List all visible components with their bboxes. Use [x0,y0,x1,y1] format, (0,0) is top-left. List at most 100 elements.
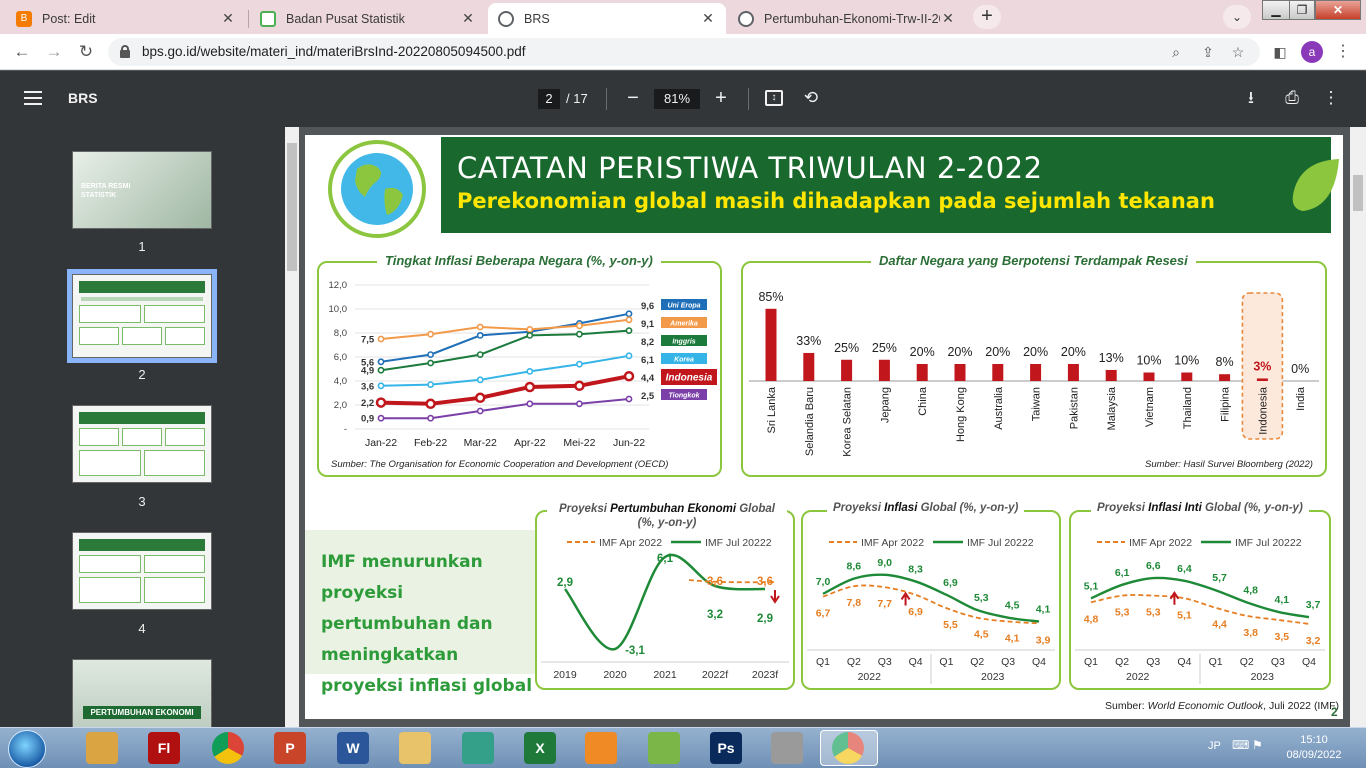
data-point [574,380,585,392]
excel-icon[interactable]: X [524,732,556,764]
active-app-highlight[interactable] [820,730,878,766]
profile-avatar[interactable]: a [1301,41,1323,63]
print-icon[interactable]: ⎙ [1285,88,1299,107]
close-icon[interactable]: ✕ [942,10,954,26]
data-label: 5,1 [1177,609,1192,621]
start-button[interactable] [8,730,46,768]
tab-brs[interactable]: BRS ✕ [488,3,726,34]
data-label: 5,5 [943,619,958,631]
keyboard-icon[interactable]: ⌨ [1232,738,1250,752]
tab-pertumbuhan[interactable]: Pertumbuhan-Ekonomi-Trw-II-20 ✕ [728,3,966,34]
thumbnail-page-1[interactable]: BERITA RESMI STATISTIK [72,151,212,229]
start-value-label: 7,5 [361,335,375,346]
data-label: 6,9 [908,606,923,618]
minimize-button[interactable]: ▁ [1262,0,1290,20]
zoom-magnifier-icon[interactable]: ⌕ [1172,44,1180,60]
filmora-icon[interactable] [462,732,494,764]
data-point [625,352,633,360]
pdf-page: CATATAN PERISTIWA TRIWULAN 2-2022 Pereko… [305,135,1343,719]
fit-page-icon[interactable]: ↕ [765,90,783,106]
flash-icon[interactable]: Fl [148,732,180,764]
chart-title: Proyeksi Inflasi Global (%, y-on-y) [827,502,1025,514]
more-icon[interactable]: ⋮ [1322,88,1340,107]
rotate-icon[interactable]: ⟲ [803,88,819,107]
clock[interactable]: 15:10 08/09/2022 [1284,733,1344,763]
inflation-projection-chart: IMF Apr 2022 IMF Jul 20222 Q1 Q2 Q3 Q4 Q1 Q2 Q3 Q… [807,537,1055,684]
settings-icon[interactable] [771,732,803,764]
data-point [377,335,385,343]
series-line [381,398,630,420]
sidebar-scrollbar[interactable] [285,127,299,727]
data-point [625,327,633,334]
x-tick-label: Apr-22 [514,437,546,449]
back-button[interactable]: ← [13,42,31,61]
tab-post-edit[interactable]: B Post: Edit ✕ [6,3,246,34]
category-label: Selandia Baru [804,387,816,456]
thumbnail-page-5[interactable]: PERTUMBUHAN EKONOMI [72,659,212,727]
forward-button[interactable]: → [45,42,63,61]
end-value-label: 2,5 [641,391,655,402]
bar [1067,364,1079,381]
bar-value-label: 20% [910,345,935,359]
clock-date: 08/09/2022 [1286,749,1342,761]
data-label: 5,7 [1212,572,1227,584]
up-arrow-icon [900,591,911,606]
bar [1256,378,1268,381]
window-close-button[interactable]: ✕ [1315,0,1361,20]
address-bar[interactable]: bps.go.id/website/materi_ind/materiBrsIn… [108,38,1260,66]
android-icon[interactable] [648,732,680,764]
x-tick-label: Q4 [1302,656,1316,668]
page-number-input[interactable]: 2 [538,89,560,109]
title-part: Global (%, y-on-y) [1201,502,1303,514]
thumbnail-number: 3 [138,494,146,509]
lock-icon[interactable] [120,45,130,58]
tab-search-button[interactable]: ⌄ [1223,5,1251,29]
zoom-out-button[interactable]: − [627,87,639,109]
paint-icon[interactable] [86,732,118,764]
explorer-icon[interactable] [399,732,431,764]
thumbnail-page-3[interactable] [72,405,212,483]
share-icon[interactable]: ⇪ [1202,44,1214,60]
bookmark-star-icon[interactable]: ☆ [1231,44,1245,60]
chrome-icon[interactable] [212,732,244,764]
tab-bps[interactable]: Badan Pusat Statistik ✕ [250,3,486,34]
close-icon[interactable]: ✕ [222,10,234,26]
new-tab-button[interactable]: + [973,5,1001,29]
source-name: World Economic Outlook [1147,700,1264,712]
zoom-input[interactable]: 81% [654,89,700,109]
url-text[interactable]: bps.go.id/website/materi_ind/materiBrsIn… [142,44,526,59]
end-value-label: 4,4 [641,373,655,384]
word-icon[interactable]: W [337,732,369,764]
bar-value-label: 20% [985,345,1010,359]
x-tick-label: Q2 [1115,656,1129,668]
close-icon[interactable]: ✕ [702,10,714,26]
recession-bar-chart: 85% Sri Lanka 33% Selandia Baru 25% Korea Sel… [749,290,1319,457]
language-indicator[interactable]: JP [1208,740,1221,752]
photoshop-icon[interactable]: Ps [710,732,742,764]
thumbnail-number: 2 [138,367,146,382]
legend-label: Amerika [669,321,698,328]
thumbnail-page-2[interactable] [67,269,217,363]
powerpoint-icon[interactable]: P [274,732,306,764]
maximize-button[interactable]: ❐ [1289,0,1315,20]
series-line [822,573,1040,623]
close-icon[interactable]: ✕ [462,10,474,26]
main-scrollbar[interactable] [1350,127,1366,727]
reload-button[interactable]: ↻ [78,42,94,61]
data-point [575,400,583,408]
side-panel-icon[interactable]: ◧ [1273,44,1287,60]
browser-menu-icon[interactable]: ⋮ [1335,43,1351,60]
flag-icon[interactable]: ⚑ [1252,738,1263,752]
data-label: 6,9 [943,577,958,589]
pdf-toolbar: BRS 2 / 17 − 81% + ↕ ⟲ ⭳ ⎙ ⋮ [0,71,1366,127]
thumbnail-page-4[interactable] [72,532,212,610]
chrome-profile-icon[interactable] [832,732,864,764]
series-line [380,312,630,363]
menu-icon[interactable] [24,91,42,105]
download-icon[interactable]: ⭳ [1248,88,1254,107]
inflation-chart-panel: Tingkat Inflasi Beberapa Negara (%, y-on… [317,253,722,477]
zoom-in-button[interactable]: + [715,87,727,109]
x-tick-label: 2019 [553,669,577,681]
media-player-icon[interactable] [585,732,617,764]
category-label: Korea Selatan [842,387,854,457]
